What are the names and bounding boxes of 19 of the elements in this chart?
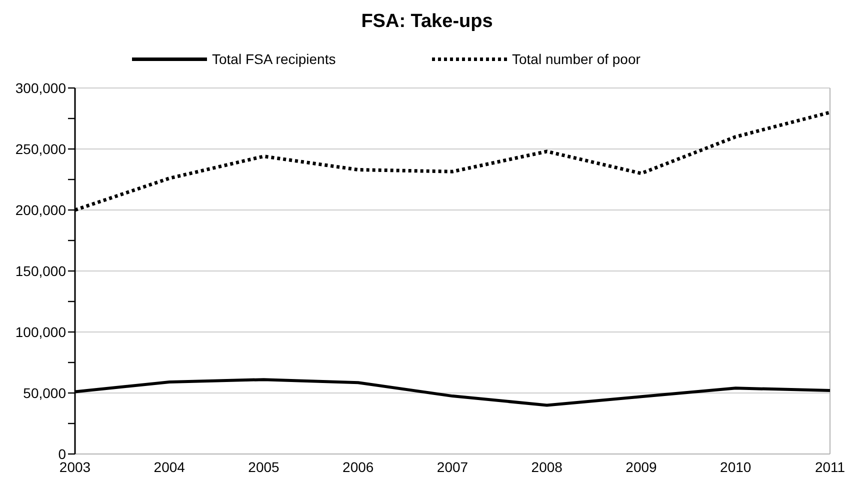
x-tick-label: 2006: [342, 459, 374, 475]
legend-label: Total FSA recipients: [212, 50, 336, 67]
y-tick-label: 300,000: [15, 80, 66, 96]
legend-label: Total number of poor: [512, 50, 641, 67]
x-tick-label: 2004: [154, 459, 186, 475]
x-tick-label: 2010: [720, 459, 752, 475]
chart-title: FSA: Take-ups: [361, 11, 493, 32]
y-tick-label: 100,000: [15, 324, 66, 340]
x-tick-label: 2005: [248, 459, 280, 475]
y-tick-label: 0: [58, 446, 66, 462]
x-tick-label: 2007: [436, 459, 468, 475]
x-tick-label: 2008: [531, 459, 563, 475]
y-tick-label: 200,000: [15, 202, 66, 218]
y-tick-label: 150,000: [15, 262, 66, 279]
y-tick-label: 250,000: [15, 140, 66, 157]
x-tick-label: 2009: [626, 459, 658, 475]
y-tick-label: 50,000: [23, 384, 66, 401]
x-tick-label: 2011: [814, 459, 846, 475]
x-tick-label: 2003: [59, 459, 91, 475]
